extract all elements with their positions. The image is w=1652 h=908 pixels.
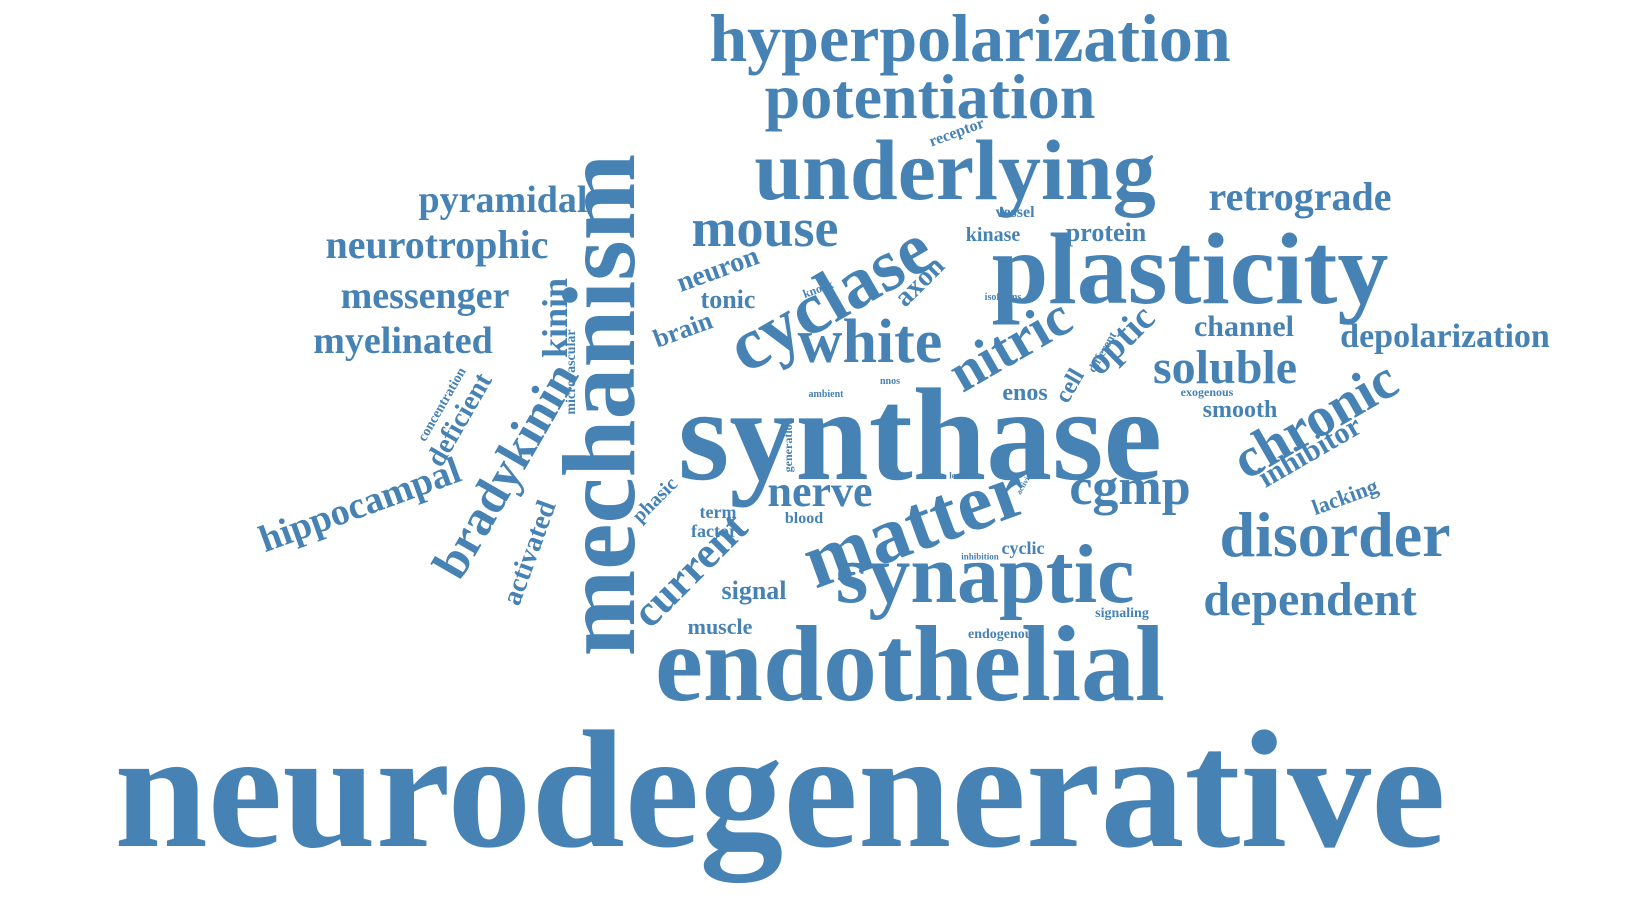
word: underlying	[754, 122, 1156, 218]
word: plasticity	[991, 213, 1389, 326]
word: brain	[649, 305, 717, 354]
word: neurodegenerative	[114, 697, 1446, 883]
word: blood	[784, 510, 824, 527]
word: messenger	[340, 275, 510, 317]
word: synthase	[677, 361, 1163, 508]
word: retrograde	[1208, 174, 1392, 219]
word: vessel	[995, 204, 1035, 221]
word: neurotrophic	[325, 222, 549, 267]
word: cgmp	[1069, 459, 1191, 516]
word: exogenous	[1180, 385, 1234, 399]
word: ambient	[808, 389, 844, 400]
word: dependent	[1203, 573, 1417, 626]
word: smooth	[1202, 397, 1278, 423]
word: mouse	[691, 198, 839, 258]
word: myelinated	[313, 320, 493, 362]
word: term	[699, 502, 737, 522]
word: pyramidal	[418, 179, 588, 221]
word: microvascular	[564, 329, 579, 415]
word: endogenous	[967, 627, 1039, 642]
word: factor	[691, 521, 737, 541]
word: potentiation	[764, 61, 1096, 132]
word: generation	[781, 417, 795, 473]
word: level	[949, 470, 967, 481]
word: depolarization	[1340, 318, 1550, 355]
word: synaptic	[835, 528, 1135, 621]
word: hyperpolarization	[709, 0, 1231, 76]
word: signaling	[1095, 606, 1149, 621]
word: disorder	[1219, 499, 1451, 570]
word: endothelial	[654, 605, 1166, 724]
word: muscle	[687, 614, 753, 639]
word: nerve	[767, 467, 873, 516]
word: cyclic	[1001, 538, 1045, 558]
word: signal	[721, 576, 787, 605]
word: channel	[1193, 310, 1295, 343]
word: white	[797, 308, 943, 376]
word: soluble	[1152, 341, 1298, 394]
word: nnos	[879, 376, 901, 387]
word: inhibition	[961, 551, 999, 562]
word: tonic	[700, 285, 756, 314]
word: protein	[1065, 218, 1147, 247]
word: kinase	[965, 224, 1021, 246]
word: enos	[1002, 380, 1048, 406]
word: isoforms	[984, 292, 1022, 303]
